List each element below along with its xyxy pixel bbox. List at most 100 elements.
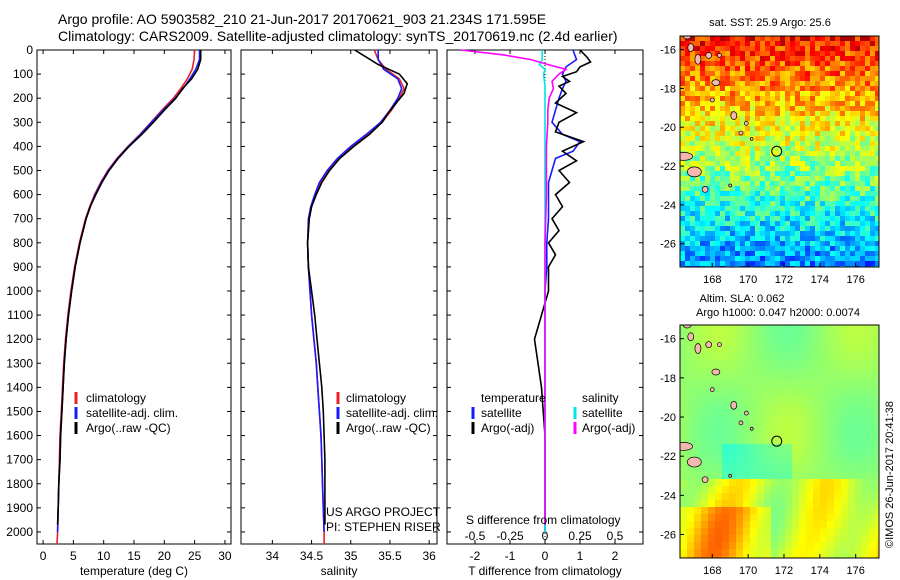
map-cell xyxy=(875,71,879,77)
map-cell xyxy=(736,374,744,382)
map-cell xyxy=(800,136,806,142)
map-cell xyxy=(736,507,744,515)
map-cell xyxy=(690,216,696,222)
map-cell xyxy=(685,246,691,252)
map-cell xyxy=(690,231,696,237)
map-cell xyxy=(850,111,856,117)
map-cell xyxy=(771,332,779,340)
map-cell xyxy=(785,166,791,172)
map-cell xyxy=(710,131,716,137)
map-cell xyxy=(855,416,863,424)
map-cell xyxy=(840,101,846,107)
map-cell xyxy=(870,46,876,52)
map-cell xyxy=(845,261,851,267)
map-cell xyxy=(862,430,870,438)
map-cell xyxy=(845,136,851,142)
map-cell xyxy=(815,201,821,207)
map-cell xyxy=(820,437,828,445)
map-cell xyxy=(860,66,866,72)
map-cell xyxy=(865,241,871,247)
map-cell xyxy=(764,465,772,473)
map-cell xyxy=(743,472,751,480)
map-cell xyxy=(805,156,811,162)
map-cell xyxy=(830,181,836,187)
map-cell xyxy=(815,161,821,167)
map-cell xyxy=(720,246,726,252)
map-cell xyxy=(800,151,806,157)
map-cell xyxy=(735,96,741,102)
map-cell xyxy=(813,353,821,361)
map-cell xyxy=(845,86,851,92)
map-cell xyxy=(785,51,791,57)
map-cell xyxy=(757,472,765,480)
map-cell xyxy=(795,221,801,227)
x-tick-label: 15 xyxy=(127,549,141,563)
map-cell xyxy=(755,186,761,192)
map-cell xyxy=(720,46,726,52)
map-cell xyxy=(835,46,841,52)
map-cell xyxy=(806,409,814,417)
map-cell xyxy=(771,402,779,410)
map-cell xyxy=(805,86,811,92)
map-cell xyxy=(735,201,741,207)
land-shape xyxy=(682,36,692,40)
map-cell xyxy=(806,528,814,536)
map-cell xyxy=(845,81,851,87)
map-cell xyxy=(841,549,849,557)
map-cell xyxy=(865,111,871,117)
map-cell xyxy=(820,549,828,557)
map-cell xyxy=(815,156,821,162)
map-cell xyxy=(680,166,686,172)
map-cell xyxy=(730,131,736,137)
map-cell xyxy=(799,479,807,487)
map-cell xyxy=(720,241,726,247)
map-cell xyxy=(830,106,836,112)
map-cell xyxy=(735,166,741,172)
map-cell xyxy=(708,437,716,445)
map-cell xyxy=(735,181,741,187)
map-cell xyxy=(740,251,746,257)
map-cell xyxy=(876,521,879,529)
map-cell xyxy=(765,186,771,192)
map-cell xyxy=(765,131,771,137)
map-cell xyxy=(810,206,816,212)
map-cell xyxy=(790,251,796,257)
map-cell xyxy=(790,161,796,167)
map-cell xyxy=(757,395,765,403)
map-cell xyxy=(815,61,821,67)
map-cell xyxy=(780,256,786,262)
map-cell xyxy=(730,236,736,242)
map-cell xyxy=(730,161,736,167)
salinity-legend: climatology satellite-adj. clim. Argo(..… xyxy=(326,391,441,534)
map-cell xyxy=(790,221,796,227)
map-cell xyxy=(845,76,851,82)
map-cell xyxy=(785,211,791,217)
map-cell xyxy=(764,353,772,361)
map-cell xyxy=(694,395,702,403)
map-cell xyxy=(870,141,876,147)
map-cell xyxy=(745,241,751,247)
map-cell xyxy=(695,131,701,137)
map-cell xyxy=(694,465,702,473)
map-cell xyxy=(694,549,702,557)
map-cell xyxy=(778,402,786,410)
map-cell xyxy=(730,66,736,72)
map-cell xyxy=(770,186,776,192)
map-cell xyxy=(835,56,841,62)
map-cell xyxy=(735,261,741,267)
map-cell xyxy=(813,507,821,515)
map-cell xyxy=(799,339,807,347)
map-cell xyxy=(840,166,846,172)
map-cell xyxy=(800,91,806,97)
map-cell xyxy=(760,156,766,162)
map-y-tick-label: -16 xyxy=(660,334,676,346)
map-cell xyxy=(865,186,871,192)
map-cell xyxy=(800,256,806,262)
map-cell xyxy=(708,346,716,354)
map-cell xyxy=(695,116,701,122)
map-cell xyxy=(848,374,856,382)
map-cell xyxy=(792,374,800,382)
map-cell xyxy=(750,61,756,67)
map-cell xyxy=(841,416,849,424)
map-cell xyxy=(820,346,828,354)
